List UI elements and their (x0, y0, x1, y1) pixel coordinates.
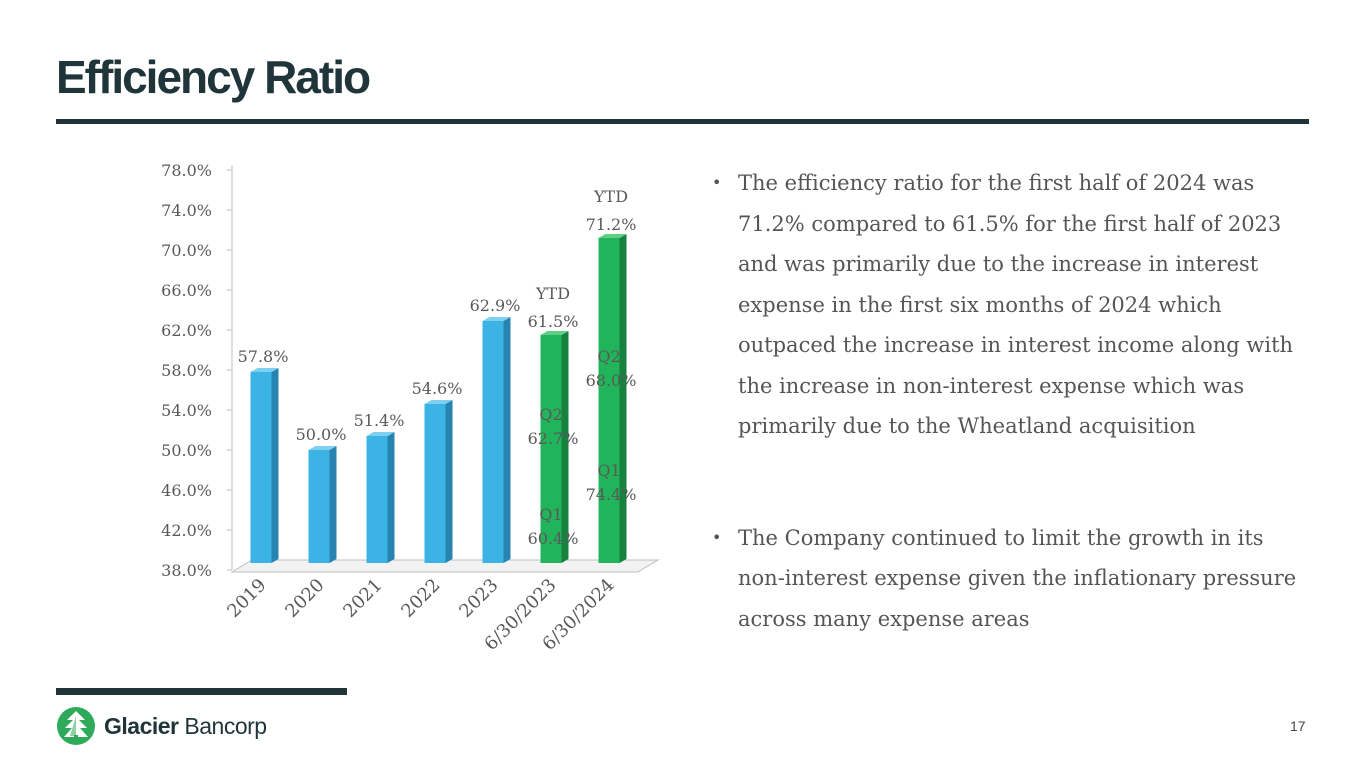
y-tick-label: 78.0% (161, 161, 212, 180)
y-tick-label: 62.0% (161, 321, 212, 340)
bullet-efficiency-ratio: • The efficiency ratio for the first hal… (712, 163, 1312, 447)
bar-front (250, 372, 272, 563)
bullet-dot-icon: • (712, 173, 722, 192)
bar-value-label: 62.9% (470, 296, 521, 315)
bullet-expense-growth: • The Company continued to limit the gro… (712, 518, 1312, 640)
quarter-value-label: 62.7% (528, 429, 579, 448)
company-logo: Glacier Bancorp (56, 706, 267, 746)
bar-side (445, 400, 453, 563)
bar-top (250, 368, 279, 372)
bar-front (540, 335, 562, 563)
bar-value-label: 51.4% (354, 411, 405, 430)
bar-top (366, 432, 395, 436)
logo-wordmark: Glacier Bancorp (104, 713, 267, 740)
y-tick-label: 42.0% (161, 521, 212, 540)
x-category-label: 2020 (281, 575, 328, 622)
quarter-value-label: 60.4% (528, 529, 579, 548)
bullet-text: The efficiency ratio for the first half … (738, 171, 1294, 438)
y-tick-label: 74.0% (161, 201, 212, 220)
y-tick-label: 70.0% (161, 241, 212, 260)
bar-value-label: 54.6% (412, 379, 463, 398)
quarter-label: Q1 (539, 505, 562, 524)
bullet-list: • The efficiency ratio for the first hal… (712, 163, 1312, 639)
y-tick-label: 58.0% (161, 361, 212, 380)
ytd-label: YTD (535, 284, 570, 303)
bullet-dot-icon: • (712, 527, 722, 547)
bar-value-label: 71.2% (586, 215, 637, 234)
page-title: Efficiency Ratio (56, 51, 371, 103)
x-category-label: 2019 (223, 575, 270, 622)
y-tick-label: 38.0% (161, 561, 212, 580)
bar-side (271, 368, 279, 563)
bar-side (329, 446, 337, 563)
bar-side (619, 234, 627, 563)
bar-side (561, 331, 569, 563)
bar-top (598, 234, 627, 238)
bar-front (366, 436, 388, 563)
y-tick-label: 54.0% (161, 401, 212, 420)
footer-divider (56, 688, 347, 695)
logo-name-regular: Bancorp (184, 712, 267, 739)
bar-top (540, 331, 569, 335)
x-category-label: 2023 (455, 575, 502, 622)
bar-value-label: 61.5% (528, 312, 579, 331)
quarter-label: Q1 (597, 461, 620, 480)
quarter-label: Q2 (539, 405, 562, 424)
efficiency-ratio-chart: 38.0% 42.0% 46.0% 50.0% 54.0% 58.0% 62.0% 66.0%… (161, 161, 660, 655)
y-tick-label: 46.0% (161, 481, 212, 500)
page-number: 17 (1290, 718, 1306, 734)
quarter-value-label: 68.0% (586, 371, 637, 390)
title-divider (56, 119, 1309, 124)
bar-top (308, 446, 337, 450)
bar-side (387, 432, 395, 563)
bar-value-label: 57.8% (238, 347, 289, 366)
bar-front (308, 450, 330, 563)
bullet-text: The Company continued to limit the growt… (738, 525, 1297, 631)
x-category-label: 2022 (397, 575, 444, 622)
bar-front (598, 238, 620, 563)
x-category-label: 2021 (339, 575, 386, 622)
logo-name-bold: Glacier (104, 712, 179, 739)
bar-front (482, 321, 504, 563)
ytd-label: YTD (593, 187, 628, 206)
quarter-value-label: 74.4% (586, 485, 637, 504)
quarter-label: Q2 (597, 347, 620, 366)
bar-value-label: 50.0% (296, 425, 347, 444)
y-tick-label: 66.0% (161, 281, 212, 300)
bar-top (424, 400, 453, 404)
bar-side (503, 317, 511, 563)
bar-top (482, 317, 511, 321)
bar-front (424, 404, 446, 563)
glacier-tree-icon (57, 707, 95, 745)
y-tick-label: 50.0% (161, 441, 212, 460)
